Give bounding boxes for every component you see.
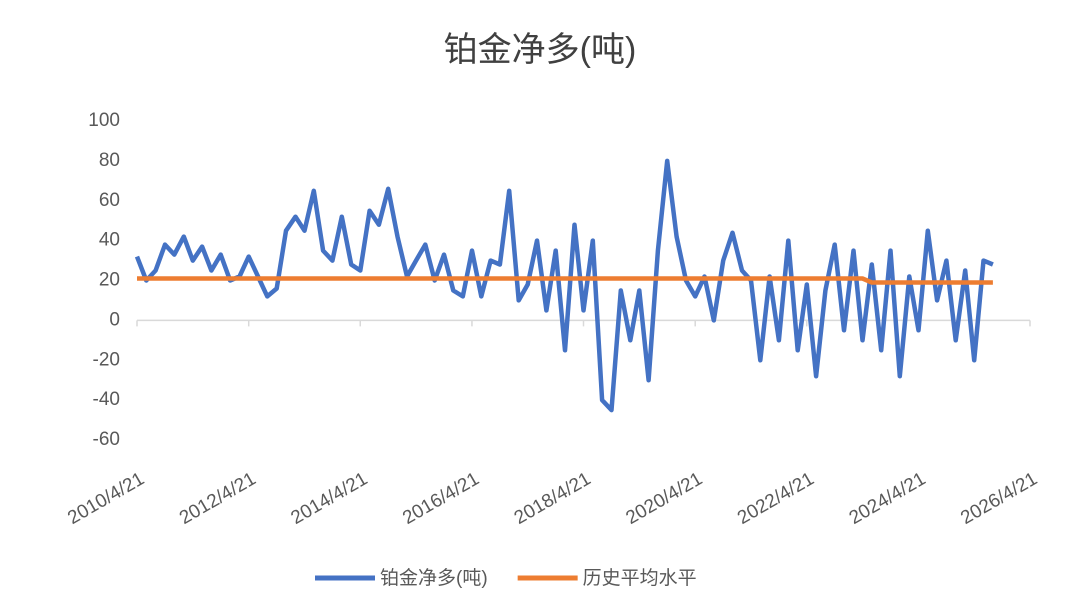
- x-tick-label: 2020/4/21: [623, 468, 707, 528]
- x-tick-label: 2014/4/21: [288, 468, 372, 528]
- y-tick-label: 0: [109, 309, 120, 330]
- legend-label: 历史平均水平: [583, 567, 697, 589]
- y-tick-label: -60: [93, 429, 120, 450]
- y-tick-label: 60: [99, 190, 120, 211]
- legend-label: 铂金净多(吨): [380, 567, 488, 589]
- x-tick-label: 2026/4/21: [957, 468, 1041, 528]
- y-tick-label: -40: [93, 389, 120, 410]
- series-line: [134, 158, 994, 413]
- x-tick-label: 2022/4/21: [734, 468, 818, 528]
- y-tick-label: -20: [93, 349, 120, 370]
- y-tick-label: 80: [99, 150, 120, 171]
- x-tick-label: 2024/4/21: [846, 468, 930, 528]
- x-tick-label: 2018/4/21: [511, 468, 595, 528]
- chart-title: 铂金净多(吨): [444, 31, 637, 69]
- series-line: [137, 276, 993, 285]
- y-tick-label: 40: [99, 230, 120, 251]
- y-tick-label: 20: [99, 270, 120, 291]
- x-tick-label: 2012/4/21: [176, 468, 260, 528]
- y-tick-label: 100: [88, 110, 120, 131]
- x-tick-label: 2016/4/21: [399, 468, 483, 528]
- x-tick-label: 2010/4/21: [64, 468, 148, 528]
